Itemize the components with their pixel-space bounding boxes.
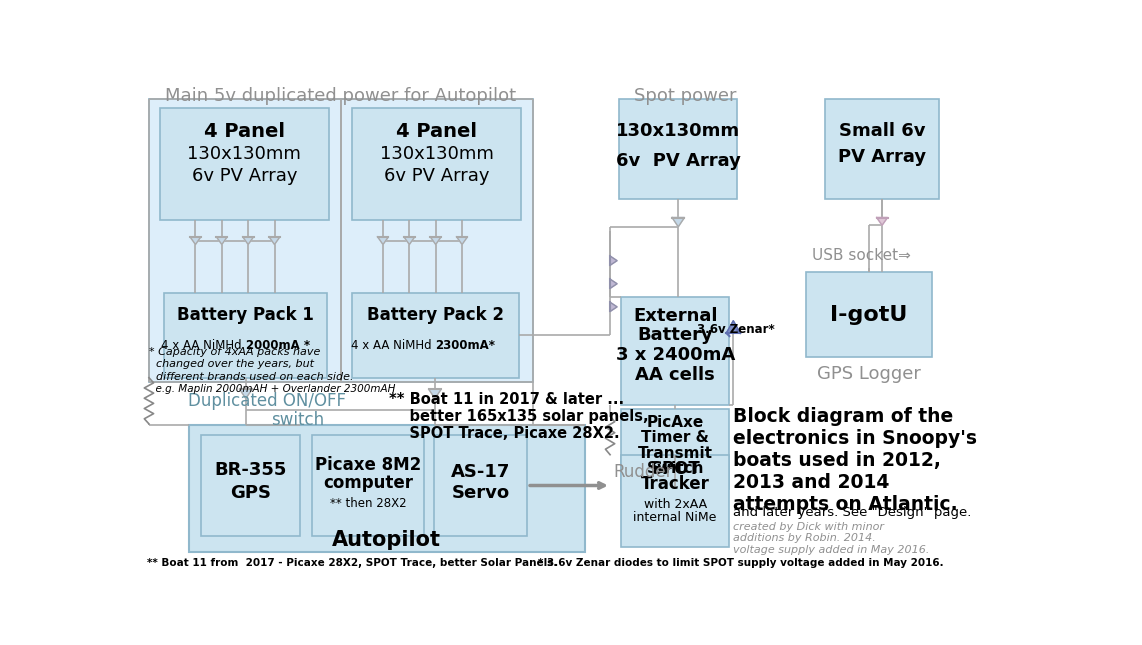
Text: 2300mA*: 2300mA* xyxy=(435,339,496,352)
Text: Timer &: Timer & xyxy=(642,430,709,445)
Bar xyxy=(825,99,940,199)
Text: changed over the years, but: changed over the years, but xyxy=(148,359,314,369)
Bar xyxy=(164,293,328,378)
Bar xyxy=(341,99,533,382)
Text: USB socket⇒: USB socket⇒ xyxy=(812,248,910,263)
Text: Autopilot: Autopilot xyxy=(332,530,441,550)
Text: e.g. Maplin 2000mAH + Overlander 2300mAH: e.g. Maplin 2000mAH + Overlander 2300mAH xyxy=(148,384,395,394)
Bar xyxy=(434,435,528,535)
Text: * Capacity of 4xAA packs have: * Capacity of 4xAA packs have xyxy=(148,347,320,357)
Polygon shape xyxy=(216,237,227,244)
Text: Switch: Switch xyxy=(646,461,703,476)
Text: I-gotU: I-gotU xyxy=(830,304,908,324)
Text: 3.6v Zenar*: 3.6v Zenar* xyxy=(697,322,774,335)
Bar xyxy=(190,426,585,553)
Text: Main 5v duplicated power for Autopilot: Main 5v duplicated power for Autopilot xyxy=(164,88,516,105)
Bar xyxy=(621,408,730,490)
Polygon shape xyxy=(610,256,617,265)
Text: 130x130mm: 130x130mm xyxy=(617,123,740,141)
Bar xyxy=(160,108,329,220)
Text: Spot power: Spot power xyxy=(634,88,737,105)
Bar xyxy=(621,297,730,404)
Text: 4 x AA NiMHd: 4 x AA NiMHd xyxy=(161,339,246,352)
Text: GPS: GPS xyxy=(230,484,271,502)
Text: 4 x AA NiMHd: 4 x AA NiMHd xyxy=(351,339,435,352)
Polygon shape xyxy=(428,389,441,399)
Polygon shape xyxy=(673,217,684,227)
Text: Duplicated ON/OFF: Duplicated ON/OFF xyxy=(187,392,346,410)
Text: 4 Panel: 4 Panel xyxy=(396,122,477,141)
Text: 130x130mm: 130x130mm xyxy=(187,145,301,163)
Text: AA cells: AA cells xyxy=(635,366,715,384)
Text: * 3.6v Zenar diodes to limit SPOT supply voltage added in May 2016.: * 3.6v Zenar diodes to limit SPOT supply… xyxy=(538,558,943,568)
Text: 3 x 2400mA: 3 x 2400mA xyxy=(616,346,734,364)
Text: Battery: Battery xyxy=(637,326,713,344)
Polygon shape xyxy=(610,279,617,288)
Text: with 2xAA: with 2xAA xyxy=(644,498,707,511)
Text: 2000mA *: 2000mA * xyxy=(246,339,309,352)
Text: ** Boat 11 from  2017 - Picaxe 28X2, SPOT Trace, better Solar Panels.: ** Boat 11 from 2017 - Picaxe 28X2, SPOT… xyxy=(146,558,557,568)
Text: 6v  PV Array: 6v PV Array xyxy=(616,152,741,170)
Text: BR-355: BR-355 xyxy=(215,461,287,479)
Text: ** then 28X2: ** then 28X2 xyxy=(330,497,407,510)
Bar xyxy=(312,435,424,535)
Polygon shape xyxy=(726,321,740,333)
Text: GPS Logger: GPS Logger xyxy=(817,365,920,383)
Polygon shape xyxy=(610,303,617,312)
Polygon shape xyxy=(240,389,252,399)
Text: Small 6v: Small 6v xyxy=(839,123,925,141)
Text: SPOT: SPOT xyxy=(650,459,700,477)
Text: AS-17: AS-17 xyxy=(451,463,510,481)
Text: Transmit: Transmit xyxy=(637,446,713,461)
Text: and later years. See "Design" page.: and later years. See "Design" page. xyxy=(733,506,972,519)
Text: 6v PV Array: 6v PV Array xyxy=(384,167,489,185)
Polygon shape xyxy=(243,237,254,244)
Polygon shape xyxy=(457,237,467,244)
Bar xyxy=(352,293,518,378)
Text: 130x130mm: 130x130mm xyxy=(379,145,493,163)
Text: Battery Pack 2: Battery Pack 2 xyxy=(367,306,504,324)
Text: Block diagram of the
electronics in Snoopy's
boats used in 2012,
2013 and 2014
a: Block diagram of the electronics in Snoo… xyxy=(733,407,978,514)
Bar xyxy=(201,435,300,535)
Polygon shape xyxy=(190,237,201,244)
Text: PV Array: PV Array xyxy=(838,148,926,166)
Text: Picaxe 8M2: Picaxe 8M2 xyxy=(315,456,421,473)
Polygon shape xyxy=(404,237,415,244)
Text: created by Dick with minor
additions by Robin. 2014.
voltage supply added in May: created by Dick with minor additions by … xyxy=(733,522,930,555)
Text: ** Boat 11 in 2017 & later ...
    better 165x135 solar panels,
    SPOT Trace, : ** Boat 11 in 2017 & later ... better 16… xyxy=(389,392,649,441)
Text: computer: computer xyxy=(323,474,413,492)
Bar xyxy=(621,455,730,547)
Polygon shape xyxy=(378,237,388,244)
Text: Tracker: Tracker xyxy=(641,475,709,493)
Bar xyxy=(619,99,738,199)
Polygon shape xyxy=(877,217,887,225)
Polygon shape xyxy=(270,237,280,244)
Polygon shape xyxy=(431,237,441,244)
Text: Servo: Servo xyxy=(451,484,509,502)
Bar xyxy=(148,99,341,382)
Text: External: External xyxy=(633,307,717,325)
Bar xyxy=(806,272,932,357)
Text: 4 Panel: 4 Panel xyxy=(203,122,284,141)
Text: switch: switch xyxy=(271,411,324,429)
Text: 6v PV Array: 6v PV Array xyxy=(192,167,297,185)
Text: PicAxe: PicAxe xyxy=(646,415,703,430)
Text: Battery Pack 1: Battery Pack 1 xyxy=(177,306,314,324)
Bar xyxy=(352,108,521,220)
Text: Rudder: Rudder xyxy=(613,463,673,481)
Text: different brands used on each side.: different brands used on each side. xyxy=(148,372,354,382)
Text: internal NiMe: internal NiMe xyxy=(634,511,717,524)
